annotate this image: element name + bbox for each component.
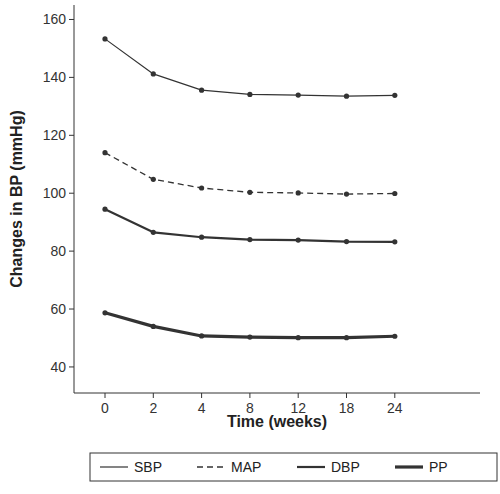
y-tick-label: 60	[50, 301, 66, 317]
series-marker	[199, 185, 204, 190]
x-tick	[298, 393, 299, 398]
series-marker	[296, 190, 301, 195]
series-marker	[247, 237, 252, 242]
legend-label: PP	[429, 459, 448, 475]
legend-box	[90, 453, 497, 481]
x-axis	[74, 393, 480, 394]
y-tick	[69, 19, 74, 20]
legend-label: MAP	[231, 459, 261, 475]
series-marker	[102, 207, 107, 212]
series-marker	[247, 92, 252, 97]
series-marker	[102, 36, 107, 41]
x-tick	[394, 393, 395, 398]
series-marker	[151, 230, 156, 235]
x-tick-label: 18	[339, 400, 355, 416]
legend-label: DBP	[331, 459, 360, 475]
x-tick-label: 2	[149, 400, 157, 416]
y-axis	[74, 5, 75, 393]
legend-swatch	[100, 466, 128, 467]
series-line	[105, 313, 395, 338]
series-marker	[344, 335, 349, 340]
series-marker	[247, 190, 252, 195]
series-marker	[392, 93, 397, 98]
y-tick-label: 80	[50, 243, 66, 259]
legend-swatch	[197, 466, 225, 467]
y-tick-label: 100	[43, 185, 67, 201]
series-marker	[392, 191, 397, 196]
y-tick	[69, 309, 74, 310]
plot-area	[102, 36, 397, 340]
series-marker	[102, 310, 107, 315]
legend-swatch	[395, 465, 423, 468]
x-tick	[346, 393, 347, 398]
series-marker	[247, 335, 252, 340]
series-marker	[344, 94, 349, 99]
y-tick-label: 40	[50, 359, 66, 375]
x-tick	[153, 393, 154, 398]
x-tick	[249, 393, 250, 398]
legend-label: SBP	[134, 459, 162, 475]
x-tick-label: 0	[101, 400, 109, 416]
series-marker	[199, 235, 204, 240]
x-axis-title: Time (weeks)	[227, 413, 327, 430]
series-marker	[199, 88, 204, 93]
series-marker	[151, 324, 156, 329]
series-marker	[102, 150, 107, 155]
x-tick	[201, 393, 202, 398]
series-line	[105, 153, 395, 194]
y-tick	[69, 251, 74, 252]
series-marker	[296, 92, 301, 97]
series-marker	[296, 238, 301, 243]
y-tick-label: 160	[43, 11, 67, 27]
series-marker	[151, 177, 156, 182]
x-tick	[105, 393, 106, 398]
legend-swatch	[297, 466, 325, 468]
series-marker	[296, 335, 301, 340]
legend: SBP MAP DBP PP	[90, 453, 497, 481]
y-tick-label: 120	[43, 127, 67, 143]
series-line	[105, 209, 395, 242]
y-tick	[69, 366, 74, 367]
series-marker	[199, 333, 204, 338]
series-line	[105, 39, 395, 96]
y-tick-label: 140	[43, 69, 67, 85]
series-marker	[344, 239, 349, 244]
series-marker	[392, 239, 397, 244]
series-marker	[344, 191, 349, 196]
y-tick	[69, 77, 74, 78]
series-marker	[151, 71, 156, 76]
x-tick-label: 24	[387, 400, 403, 416]
x-tick-label: 4	[198, 400, 206, 416]
y-axis-title: Changes in BP (mmHg)	[8, 110, 25, 288]
chart: 4060801001201401600248121824Time (weeks)…	[0, 0, 500, 494]
y-tick	[69, 135, 74, 136]
y-tick	[69, 193, 74, 194]
series-marker	[392, 334, 397, 339]
